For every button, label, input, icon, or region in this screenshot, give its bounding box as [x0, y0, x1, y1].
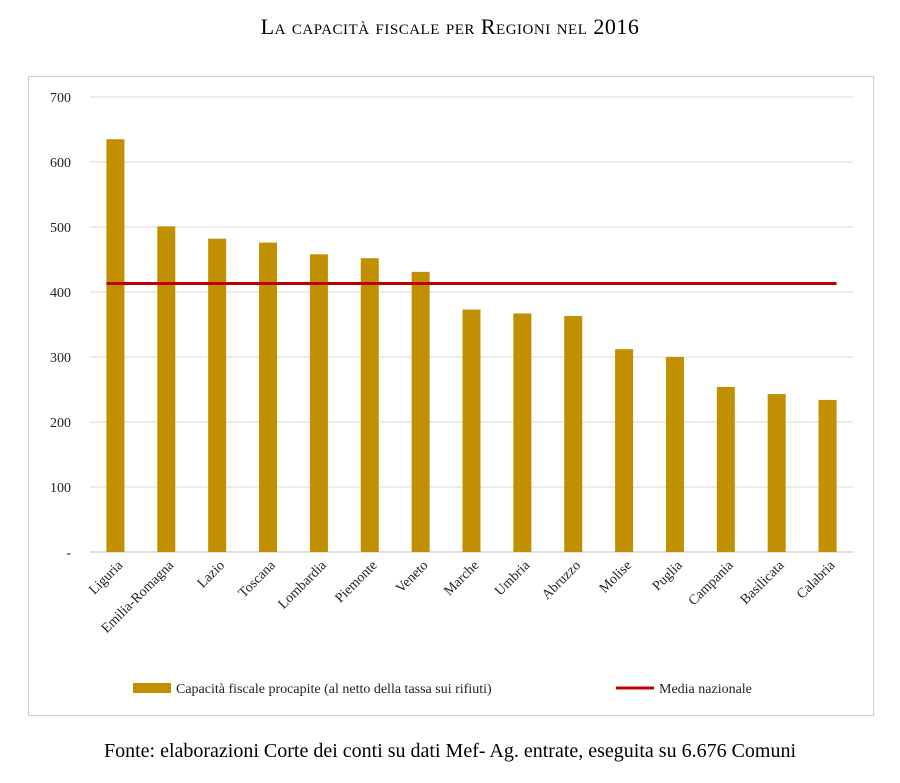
source-note: Fonte: elaborazioni Corte dei conti su d…	[103, 740, 797, 762]
x-tick-label: Abruzzo	[539, 558, 584, 603]
bar	[818, 399, 837, 552]
x-tick-label: Campania	[686, 558, 737, 609]
x-tick-label: Umbria	[492, 558, 533, 599]
x-tick-label: Basilicata	[738, 558, 788, 608]
x-tick-label: Molise	[597, 558, 635, 596]
bar	[462, 309, 481, 552]
x-tick-label: Toscana	[236, 558, 279, 601]
bar	[665, 357, 684, 552]
y-tick-label: 600	[50, 156, 71, 171]
bar	[106, 139, 125, 552]
x-tick-label: Lombardia	[276, 558, 331, 613]
y-tick-label: 700	[50, 91, 71, 106]
x-tick-label: Veneto	[393, 558, 431, 596]
y-axis-ticks: - 100 200 300 400 500 600 700	[50, 91, 71, 561]
bar	[564, 316, 583, 552]
y-tick-label: 200	[50, 416, 71, 431]
page-title-text: La capacità fiscale per Regioni nel 2016	[260, 14, 640, 39]
legend-swatch-capacita	[133, 683, 171, 693]
bar-series	[106, 139, 837, 553]
chart-frame	[28, 76, 874, 716]
bar	[716, 386, 735, 552]
legend-label-media: Media nazionale	[659, 682, 752, 697]
legend: Capacità fiscale procapite (al netto del…	[133, 682, 752, 697]
y-tick-label: 400	[50, 286, 71, 301]
x-tick-label: Lazio	[195, 558, 228, 591]
x-tick-label: Calabria	[794, 558, 839, 603]
bar	[615, 349, 634, 552]
x-tick-label: Puglia	[650, 558, 686, 594]
y-tick-label: 500	[50, 221, 71, 236]
bar	[309, 254, 328, 553]
page-title: La capacità fiscale per Regioni nel 2016	[0, 14, 900, 40]
bar	[411, 271, 430, 552]
x-tick-label: Marche	[441, 558, 482, 599]
bar	[360, 258, 379, 552]
bar	[208, 238, 227, 552]
bar	[513, 313, 532, 552]
x-tick-label: Piemonte	[333, 558, 381, 606]
x-tick-label: Liguria	[87, 558, 127, 598]
y-tick-label: 100	[50, 481, 71, 496]
y-tick-label: -	[66, 546, 71, 561]
legend-label-capacita: Capacità fiscale procapite (al netto del…	[176, 682, 492, 697]
bar	[157, 226, 176, 552]
y-tick-label: 300	[50, 351, 71, 366]
bar	[767, 394, 786, 552]
bar	[259, 242, 278, 552]
